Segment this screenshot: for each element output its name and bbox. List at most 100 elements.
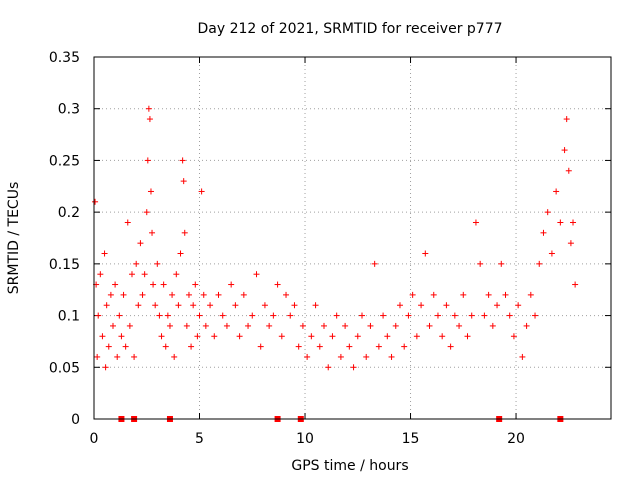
data-point <box>439 333 446 340</box>
data-point <box>124 219 131 226</box>
data-point <box>401 343 408 350</box>
data-point <box>384 333 391 340</box>
data-point <box>180 178 187 185</box>
data-point <box>418 302 425 309</box>
data-point <box>544 209 551 216</box>
data-point <box>287 312 294 319</box>
data-point <box>146 116 153 123</box>
data-point <box>128 271 135 278</box>
data-point <box>494 302 501 309</box>
plot-frame <box>93 56 612 420</box>
data-point <box>506 312 513 319</box>
y-tick-label: 0.05 <box>49 360 80 376</box>
y-tick-label: 0.3 <box>58 102 80 118</box>
data-point <box>333 312 340 319</box>
data-point <box>489 322 496 329</box>
data-point <box>481 312 488 319</box>
data-point <box>426 322 433 329</box>
data-point <box>236 333 243 340</box>
data-point <box>392 322 399 329</box>
data-point <box>329 333 336 340</box>
data-point <box>200 291 207 298</box>
data-point <box>472 219 479 226</box>
data-point <box>337 353 344 360</box>
data-point <box>154 260 161 267</box>
data-point <box>304 353 311 360</box>
data-point <box>321 322 328 329</box>
data-point <box>253 271 260 278</box>
data-point <box>160 281 167 288</box>
data-point <box>245 322 252 329</box>
data-point <box>147 188 154 195</box>
data-point <box>388 353 395 360</box>
data-point <box>232 302 239 309</box>
data-point <box>375 343 382 350</box>
data-point <box>194 333 201 340</box>
data-point <box>447 343 454 350</box>
x-tick-label: 20 <box>507 431 525 447</box>
data-point <box>183 322 190 329</box>
data-point <box>563 116 570 123</box>
data-point <box>171 353 178 360</box>
data-point <box>456 322 463 329</box>
data-point <box>451 312 458 319</box>
data-point <box>396 302 403 309</box>
data-point <box>510 333 517 340</box>
data-point <box>120 291 127 298</box>
data-point <box>261 302 268 309</box>
data-point <box>116 312 123 319</box>
data-point <box>523 322 530 329</box>
data-point <box>249 312 256 319</box>
data-point <box>405 312 412 319</box>
data-point <box>190 302 197 309</box>
data-point <box>97 271 104 278</box>
data-point <box>553 188 560 195</box>
data-point <box>409 291 416 298</box>
data-point <box>158 333 165 340</box>
data-point <box>188 343 195 350</box>
x-tick-label: 15 <box>402 431 420 447</box>
data-point <box>266 322 273 329</box>
data-point <box>274 281 281 288</box>
grid <box>94 57 611 419</box>
data-point <box>468 312 475 319</box>
data-point <box>144 157 151 164</box>
data-point <box>118 333 125 340</box>
data-points <box>92 105 579 371</box>
data-point <box>112 281 119 288</box>
y-tick-label: 0.35 <box>49 50 80 66</box>
x-axis-label: GPS time / hours <box>291 458 408 474</box>
data-point <box>291 302 298 309</box>
data-point <box>567 240 574 247</box>
data-point <box>557 219 564 226</box>
data-point <box>570 219 577 226</box>
data-point <box>561 147 568 154</box>
data-point <box>141 271 148 278</box>
data-point <box>325 364 332 371</box>
data-point <box>565 167 572 174</box>
data-point <box>413 333 420 340</box>
data-point <box>295 343 302 350</box>
data-point <box>498 260 505 267</box>
data-point <box>367 322 374 329</box>
data-point <box>139 291 146 298</box>
data-point <box>519 353 526 360</box>
tick-labels: 0 0.05 0.1 0.15 0.2 0.25 0.3 0.35 0 5 10 15 20 <box>49 50 525 447</box>
data-point <box>175 302 182 309</box>
data-point <box>101 250 108 257</box>
data-point <box>477 260 484 267</box>
data-point <box>515 302 522 309</box>
y-tick-label: 0.15 <box>49 257 80 273</box>
data-point <box>133 260 140 267</box>
data-point <box>143 209 150 216</box>
data-point <box>228 281 235 288</box>
data-point <box>548 250 555 257</box>
data-point <box>371 260 378 267</box>
data-point <box>102 364 109 371</box>
data-point <box>131 353 138 360</box>
data-point <box>166 322 173 329</box>
chart-title: Day 212 of 2021, SRMTID for receiver p77… <box>197 21 502 37</box>
data-point <box>94 353 101 360</box>
axis-ticks <box>93 56 611 420</box>
data-point <box>363 353 370 360</box>
